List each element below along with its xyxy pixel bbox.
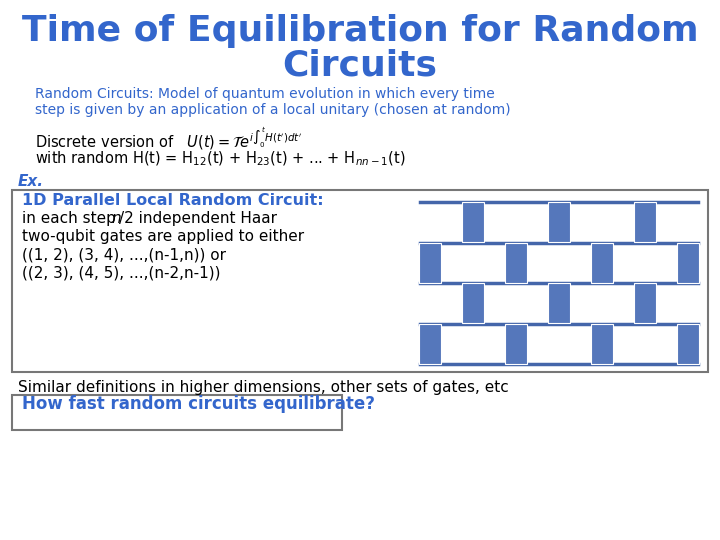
Text: Circuits: Circuits [282,48,438,82]
Bar [634,202,656,242]
Text: ((1, 2), (3, 4), ...,(n-1,n)) or: ((1, 2), (3, 4), ...,(n-1,n)) or [22,247,226,262]
Bar [677,243,699,283]
Text: Ex.: Ex. [18,174,44,189]
Text: two-qubit gates are applied to either: two-qubit gates are applied to either [22,229,304,244]
Bar [12,190,708,372]
Text: Random Circuits: Model of quantum evolution in which every time: Random Circuits: Model of quantum evolut… [35,87,495,101]
Bar [677,324,699,364]
Text: Time of Equilibration for Random: Time of Equilibration for Random [22,14,698,48]
Text: 1D Parallel Local Random Circuit:: 1D Parallel Local Random Circuit: [22,193,323,208]
Bar [634,284,656,323]
Bar [419,243,441,283]
Bar [462,284,484,323]
Text: /2 independent Haar: /2 independent Haar [119,211,277,226]
Bar [420,202,698,364]
Text: n: n [111,211,121,226]
Bar [548,202,570,242]
Text: with random H(t) = H$_{12}$(t) + H$_{23}$(t) + ... + H$_{nn-1}$(t): with random H(t) = H$_{12}$(t) + H$_{23}… [35,150,405,168]
Text: Discrete version of   $U(t) = \mathcal{T}e^{i\int_0^t H(t')dt'}$: Discrete version of $U(t) = \mathcal{T}e… [35,125,302,152]
Bar [505,324,527,364]
Bar [12,395,342,430]
Text: step is given by an application of a local unitary (chosen at random): step is given by an application of a loc… [35,103,510,117]
Bar [591,243,613,283]
Text: How fast random circuits equilibrate?: How fast random circuits equilibrate? [22,395,375,413]
Text: Similar definitions in higher dimensions, other sets of gates, etc: Similar definitions in higher dimensions… [18,380,509,395]
Bar [548,284,570,323]
Text: in each step: in each step [22,211,121,226]
Bar [505,243,527,283]
Text: ((2, 3), (4, 5), ...,(n-2,n-1)): ((2, 3), (4, 5), ...,(n-2,n-1)) [22,265,220,280]
Bar [591,324,613,364]
Bar [462,202,484,242]
Bar [419,324,441,364]
